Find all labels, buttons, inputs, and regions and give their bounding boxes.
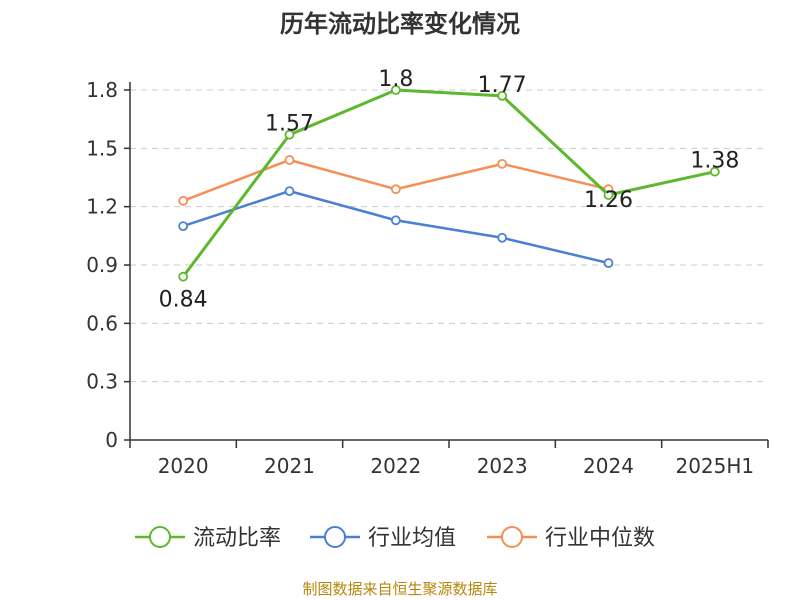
point-1-1 bbox=[284, 186, 295, 197]
x-axis: 2020 2021 2022 2023 2024 2025H1 bbox=[129, 439, 769, 478]
chart-title: 历年流动比率变化情况 bbox=[280, 10, 520, 38]
x-tick-label-3: 2023 bbox=[477, 454, 528, 478]
point-1-4 bbox=[603, 258, 614, 268]
point-0-4 bbox=[603, 190, 614, 200]
legend-label-0: 流动比率 bbox=[193, 526, 281, 551]
x-tick-label-2: 2022 bbox=[370, 454, 421, 478]
data-label-2: 1.8 bbox=[378, 67, 413, 92]
point-1-2 bbox=[390, 215, 401, 226]
legend-swatch-marker-2 bbox=[501, 526, 523, 548]
point-2-1 bbox=[284, 155, 295, 165]
y-tick-label-0: 0 bbox=[105, 428, 118, 452]
point-2-2 bbox=[390, 184, 401, 195]
series-lines bbox=[178, 85, 720, 282]
point-0-3 bbox=[497, 90, 508, 101]
source-note: 制图数据来自恒生聚源数据库 bbox=[302, 580, 497, 598]
series-line-0 bbox=[181, 88, 716, 278]
data-label-1: 1.57 bbox=[265, 112, 314, 137]
y-tick-label-4: 1.2 bbox=[86, 195, 118, 219]
legend-swatch-marker-1 bbox=[324, 526, 346, 548]
grid-lines bbox=[130, 89, 768, 383]
y-tick-label-6: 1.8 bbox=[86, 78, 118, 102]
data-label-5: 1.38 bbox=[690, 149, 739, 174]
series-line-2 bbox=[182, 158, 609, 203]
data-labels: 0.84 1.57 1.8 1.77 1.26 1.38 bbox=[159, 67, 740, 313]
point-0-5 bbox=[709, 166, 720, 177]
y-tick-label-5: 1.5 bbox=[86, 136, 118, 160]
data-label-4: 1.26 bbox=[584, 188, 633, 213]
point-1-0 bbox=[178, 221, 189, 232]
x-tick-label-1: 2021 bbox=[264, 454, 315, 478]
x-tick-label-5: 2025H1 bbox=[675, 454, 754, 478]
point-2-0 bbox=[178, 195, 189, 206]
legend-item-2[interactable]: 行业中位数 bbox=[487, 526, 655, 551]
point-0-0 bbox=[178, 271, 189, 282]
legend-item-0[interactable]: 流动比率 bbox=[135, 526, 281, 551]
x-tick-label-4: 2024 bbox=[583, 454, 634, 478]
y-axis: 0 0.3 0.6 0.9 1.2 1.5 1.8 bbox=[86, 78, 131, 452]
y-tick-label-3: 0.9 bbox=[86, 253, 118, 277]
point-0-2 bbox=[390, 85, 401, 95]
data-label-0: 0.84 bbox=[159, 288, 208, 313]
legend-label-1: 行业均值 bbox=[368, 526, 456, 551]
point-1-3 bbox=[497, 232, 508, 243]
point-0-1 bbox=[284, 129, 295, 140]
x-tick-label-0: 2020 bbox=[158, 454, 209, 478]
data-label-3: 1.77 bbox=[478, 73, 527, 98]
y-tick-label-1: 0.3 bbox=[86, 370, 118, 394]
legend-label-2: 行业中位数 bbox=[545, 526, 655, 551]
legend-swatch-marker-0 bbox=[149, 526, 171, 548]
point-2-3 bbox=[497, 158, 508, 169]
series-line-1 bbox=[182, 189, 609, 265]
legend-item-1[interactable]: 行业均值 bbox=[310, 526, 456, 551]
y-tick-label-2: 0.6 bbox=[86, 311, 118, 335]
legend[interactable]: 流动比率 行业均值 行业中位数 bbox=[135, 526, 655, 551]
